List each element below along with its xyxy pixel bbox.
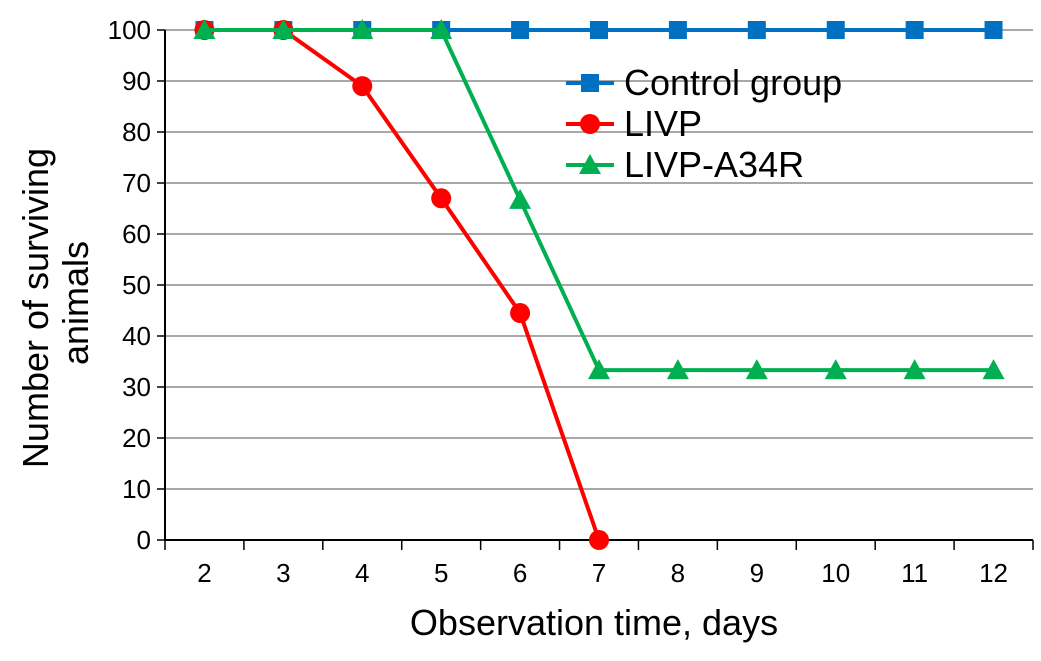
legend-item: Control group (566, 62, 842, 103)
y-axis-title-line-2: animals (55, 241, 96, 365)
x-tick-label: 3 (276, 558, 290, 588)
x-tick-label: 9 (750, 558, 764, 588)
data-point (352, 76, 373, 97)
y-tick-label: 80 (122, 117, 151, 147)
y-tick-label: 10 (122, 474, 151, 504)
y-tick-label: 40 (122, 321, 151, 351)
data-point (589, 530, 609, 550)
x-tick-label: 7 (592, 558, 606, 588)
y-tick-label: 50 (122, 270, 151, 300)
x-tick-label: 12 (979, 558, 1008, 588)
data-point (745, 359, 768, 380)
data-point (510, 303, 531, 324)
y-tick-label: 90 (122, 66, 151, 96)
data-point (984, 21, 1003, 39)
x-axis-title: Observation time, days (410, 602, 778, 643)
data-point (511, 21, 530, 39)
x-tick-label: 8 (671, 558, 685, 588)
y-axis-ticks: 0 10 20 30 40 50 60 70 80 90 100 (108, 15, 165, 555)
data-point (509, 188, 532, 209)
x-tick-label: 11 (901, 558, 928, 588)
data-point (193, 19, 216, 39)
x-tick-label: 6 (513, 558, 527, 588)
data-point (272, 19, 295, 39)
legend-item: LIVP (566, 103, 702, 144)
data-point (430, 19, 453, 39)
y-tick-label: 20 (122, 423, 151, 453)
data-point (590, 21, 608, 39)
legend-label: Control group (624, 62, 842, 103)
y-tick-label: 70 (122, 168, 151, 198)
legend-item: LIVP-A34R (566, 144, 804, 185)
gridlines (165, 29, 1033, 490)
y-tick-label: 100 (108, 15, 151, 45)
legend-marker (580, 114, 600, 134)
data-point (826, 21, 845, 39)
x-axis-ticks: 2 3 4 5 6 7 8 9 10 11 12 (164, 540, 1034, 588)
y-axis-title-line-1: Number of surviving (15, 148, 56, 468)
data-point (903, 359, 926, 380)
x-tick-label: 2 (197, 558, 211, 588)
series-livp-a34r (193, 19, 1005, 380)
data-point (351, 19, 374, 39)
data-point (588, 359, 610, 380)
legend-label: LIVP (624, 103, 702, 144)
data-point (666, 359, 689, 380)
x-tick-label: 4 (355, 558, 369, 588)
data-point (905, 21, 924, 39)
y-tick-label: 60 (122, 219, 151, 249)
data-point (982, 359, 1005, 380)
data-point (431, 188, 452, 209)
y-tick-label: 0 (137, 525, 151, 555)
data-point (747, 21, 766, 39)
y-tick-label: 30 (122, 372, 151, 402)
x-tick-label: 5 (434, 558, 448, 588)
legend-marker (581, 74, 599, 92)
y-axis-title: Number of surviving animals (15, 138, 96, 468)
x-tick-label: 10 (821, 558, 850, 588)
data-point (824, 359, 847, 380)
legend-label: LIVP-A34R (624, 144, 804, 185)
series-layer (193, 19, 1005, 550)
data-point (668, 21, 687, 39)
legend-marker (579, 154, 601, 174)
